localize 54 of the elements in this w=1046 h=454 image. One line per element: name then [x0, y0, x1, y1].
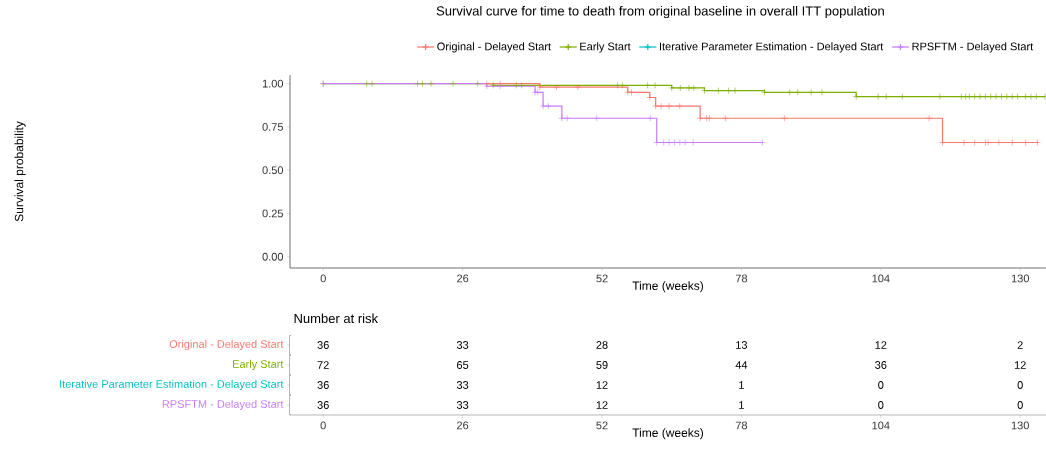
data-label: 72 — [317, 361, 329, 369]
data-label: 13 — [736, 341, 748, 349]
x-tick-label: 78 — [735, 274, 748, 283]
x-tick-label: 104 — [872, 421, 890, 430]
x-axis-title: Time (weeks) — [632, 428, 704, 440]
data-label: 36 — [317, 401, 329, 409]
data-label: 2 — [1017, 341, 1023, 349]
legend-label: RPSFTM - Delayed Start — [912, 42, 1034, 53]
legend-label: Early Start — [580, 42, 631, 53]
x-tick-label: 78 — [735, 421, 748, 430]
legend-label: Iterative Parameter Estimation - Delayed Start — [659, 42, 884, 53]
y-tick-label: RPSFTM - Delayed Start — [162, 399, 284, 411]
data-label: 1 — [739, 401, 744, 409]
data-label: 12 — [596, 381, 608, 389]
y-tick-label: Iterative Parameter Estimation - Delayed Start — [60, 379, 284, 391]
x-axis-title: Time (weeks) — [632, 281, 704, 293]
y-tick-label: Original - Delayed Start — [169, 339, 284, 351]
data-label: 65 — [457, 361, 469, 369]
y-tick-label: 0.25 — [262, 209, 283, 218]
x-tick-label: 52 — [596, 421, 608, 430]
chart-title: Survival curve for time to death from original baseline in overall ITT population — [436, 5, 884, 19]
y-tick-label: 0.75 — [262, 123, 283, 131]
data-label: 33 — [456, 341, 469, 349]
x-tick-label: 130 — [1011, 274, 1029, 283]
data-label: 0 — [1017, 401, 1023, 409]
data-label: 59 — [596, 361, 608, 369]
y-tick-label: 0.00 — [262, 252, 284, 261]
x-tick-label: 0 — [320, 274, 326, 283]
data-label: 0 — [878, 401, 884, 409]
data-label: 12 — [596, 401, 608, 409]
data-label: 44 — [735, 361, 748, 369]
x-tick-label: 104 — [872, 274, 890, 283]
data-label: 33 — [456, 381, 469, 389]
legend-label: Original - Delayed Start — [437, 42, 551, 53]
y-tick-label: Early Start — [233, 359, 284, 371]
data-label: 36 — [317, 341, 329, 349]
y-axis-title: Survival probability — [14, 121, 26, 222]
y-tick-label: 1.00 — [262, 79, 284, 88]
data-label: 33 — [456, 401, 469, 409]
y-tick-label: 0.50 — [262, 166, 284, 175]
data-label: 28 — [596, 341, 608, 349]
data-label: 0 — [878, 381, 884, 389]
chart-title: Number at risk — [294, 313, 379, 324]
data-label: 1 — [739, 381, 744, 389]
data-label: 12 — [1014, 361, 1026, 369]
x-tick-label: 0 — [320, 421, 326, 430]
data-label: 36 — [875, 361, 887, 369]
x-tick-label: 26 — [457, 274, 469, 283]
data-label: 0 — [1017, 381, 1023, 389]
data-label: 36 — [317, 381, 329, 389]
x-tick-label: 26 — [457, 421, 469, 430]
x-tick-label: 52 — [596, 274, 608, 283]
data-label: 12 — [875, 341, 887, 349]
x-tick-label: 130 — [1011, 421, 1029, 430]
